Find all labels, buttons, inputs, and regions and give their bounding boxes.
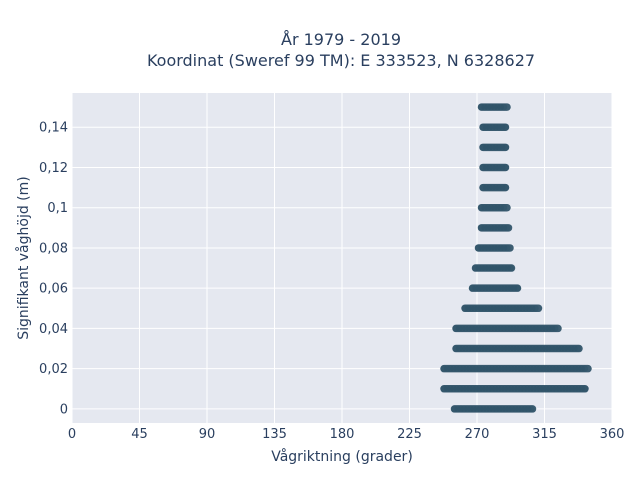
data-point [574,345,581,352]
data-point [528,405,535,413]
x-tick-label: 0 [68,427,76,442]
x-tick-label: 135 [262,427,287,442]
chart-title-line1: År 1979 - 2019 [281,30,401,49]
data-point [502,164,509,171]
band-points [440,385,589,393]
data-point [507,264,514,272]
band-points [450,405,537,413]
band-points [440,364,592,373]
data-point [581,365,589,373]
y-tick-label: 0,06 [39,282,68,297]
data-point [581,385,589,393]
data-point [504,244,511,252]
y-tick-label: 0,08 [39,241,68,256]
data-point [500,103,508,111]
data-point [502,144,509,151]
band-points [477,203,511,212]
band-points [471,264,516,272]
x-tick-label: 90 [199,427,216,442]
band-points [479,163,510,172]
x-tick-label: 360 [600,427,625,442]
x-tick-label: 45 [131,427,148,442]
data-point [502,123,509,131]
x-tick-label: 225 [397,427,422,442]
y-tick-label: 0,12 [39,161,68,176]
band-points [479,183,510,192]
x-axis-title: Vågriktning (grader) [271,448,413,465]
chart-title-line2: Koordinat (Sweref 99 TM): E 333523, N 63… [147,51,535,70]
y-axis-title: Signifikant våghöjd (m) [15,176,32,339]
data-bands [440,103,592,413]
data-point [503,224,511,232]
data-point [514,284,521,292]
x-tick-label: 270 [465,427,490,442]
y-tick-label: 0,02 [39,362,68,377]
y-tick-label: 0,1 [47,201,68,216]
band-points [452,344,583,353]
y-tick-label: 0,04 [39,322,68,337]
y-tick-label: 0,14 [39,121,68,136]
data-point [502,184,509,191]
band-points [452,324,562,333]
band-points [477,103,511,111]
band-points [461,304,543,313]
band-points [479,123,510,131]
band-points [479,143,510,152]
x-axis-ticks: 0 45 90 135 180 225 270 315 360 [68,427,625,442]
band-points [477,224,513,232]
data-point [551,325,559,332]
data-point [500,204,508,211]
data-point [532,305,539,312]
band-points [474,244,514,252]
x-tick-label: 315 [532,427,557,442]
y-axis-ticks: 0 0,02 0,04 0,06 0,08 0,1 0,12 0,14 [39,121,68,418]
y-tick-label: 0 [60,402,68,417]
x-tick-label: 180 [330,427,355,442]
band-points [468,284,522,292]
